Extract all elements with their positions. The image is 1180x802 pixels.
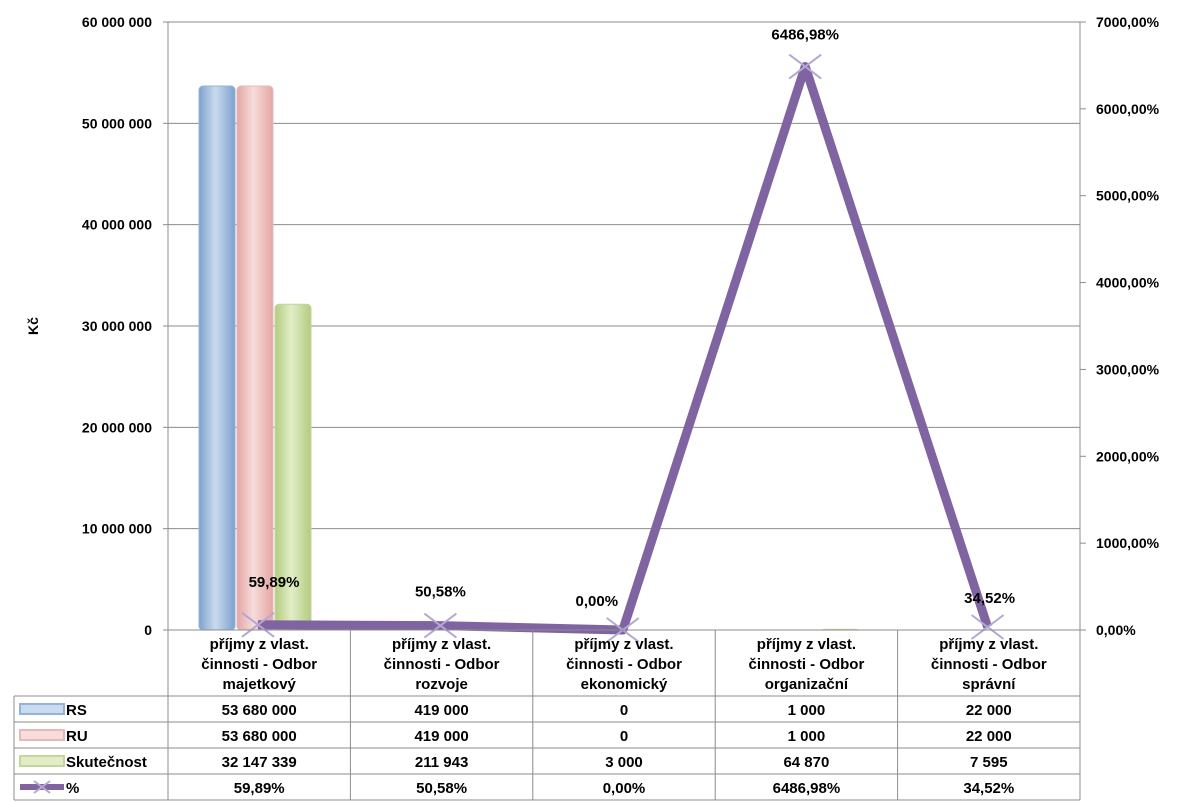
table-cell: 22 000 <box>966 728 1012 745</box>
y2-tick-label: 5000,00% <box>1096 188 1160 204</box>
table-cell: 211 943 <box>415 754 468 771</box>
percent-marker <box>241 611 275 638</box>
category-label: příjmy z vlast. <box>574 636 673 653</box>
percent-data-label: 59,89% <box>249 574 300 591</box>
category-label: činnosti - Odbor <box>931 656 1047 673</box>
table-cell: 0,00% <box>603 780 646 797</box>
percent-marker <box>423 612 457 639</box>
category-label: činnosti - Odbor <box>201 656 317 673</box>
legend-key-ru <box>19 729 65 741</box>
table-cell: 1 000 <box>788 702 826 719</box>
y-tick-label: 60 000 000 <box>82 14 152 30</box>
table-cell: 53 680 000 <box>222 702 297 719</box>
table-cell: 59,89% <box>234 780 285 797</box>
y-tick-label: 50 000 000 <box>82 115 152 131</box>
y2-tick-label: 6000,00% <box>1096 101 1160 117</box>
table-cell: 1 000 <box>788 728 826 745</box>
legend-key-rs <box>19 703 65 715</box>
percent-marker <box>788 53 822 80</box>
table-cell: 50,58% <box>416 780 467 797</box>
table-cell: 32 147 339 <box>222 754 297 771</box>
category-label: činnosti - Odbor <box>566 656 682 673</box>
percent-data-label: 50,58% <box>415 584 466 601</box>
y2-tick-label: 0,00% <box>1096 622 1136 638</box>
category-label: majetkový <box>223 676 297 693</box>
legend-label: Skutečnost <box>66 754 147 771</box>
y2-tick-label: 7000,00% <box>1096 14 1160 30</box>
percent-data-label: 34,52% <box>964 590 1015 607</box>
y-axis: 0 10 000 000 20 000 000 30 000 000 40 000 00… <box>82 14 169 638</box>
data-table: příjmy z vlast. činnosti - Odbor majetkový… <box>13 629 1081 801</box>
y-tick-label: 20 000 000 <box>82 419 152 435</box>
y-tick-label: 10 000 000 <box>82 521 152 537</box>
y-axis-title: Kč <box>25 317 41 335</box>
table-cell: 64 870 <box>783 754 829 771</box>
category-label: příjmy z vlast. <box>210 636 309 653</box>
bar-ru <box>236 85 274 631</box>
gridlines <box>168 21 1080 631</box>
table-cell: 419 000 <box>414 728 468 745</box>
percent-line-series: 59,89% 50,58% 0,00% 6486,98% 34,52% <box>241 27 1015 643</box>
y2-tick-label: 1000,00% <box>1096 535 1160 551</box>
table-cell: 22 000 <box>966 702 1012 719</box>
bar-rs <box>198 85 236 631</box>
category-label: organizační <box>765 676 849 693</box>
table-cell: 53 680 000 <box>222 728 297 745</box>
table-cell: 0 <box>620 728 628 745</box>
legend-key-percent <box>20 780 64 794</box>
y2-tick-label: 3000,00% <box>1096 361 1160 377</box>
y2-tick-label: 4000,00% <box>1096 275 1160 291</box>
table-cell: 7 595 <box>970 754 1008 771</box>
y-tick-label: 0 <box>144 622 152 638</box>
category-label: příjmy z vlast. <box>939 636 1038 653</box>
category-label: příjmy z vlast. <box>757 636 856 653</box>
percent-data-label: 0,00% <box>576 593 619 610</box>
y2-tick-label: 2000,00% <box>1096 448 1160 464</box>
table-cell: 0 <box>620 702 628 719</box>
category-label: příjmy z vlast. <box>392 636 491 653</box>
legend-label: % <box>66 780 79 797</box>
table-cell: 34,52% <box>963 780 1014 797</box>
percent-marker <box>970 614 1005 640</box>
category-label: správní <box>962 676 1016 693</box>
legend-label: RS <box>66 702 87 719</box>
category-label: ekonomický <box>581 676 668 693</box>
table-cell: 419 000 <box>414 702 468 719</box>
legend-label: RU <box>66 728 88 745</box>
category-label: činnosti - Odbor <box>384 656 500 673</box>
table-cell: 3 000 <box>605 754 643 771</box>
y-tick-label: 30 000 000 <box>82 318 152 334</box>
bar-series <box>198 85 859 631</box>
table-cell: 6486,98% <box>773 780 841 797</box>
percent-data-label: 6486,98% <box>771 27 839 44</box>
category-label: činnosti - Odbor <box>748 656 864 673</box>
category-label: rozvoje <box>415 676 468 693</box>
secondary-y-axis: 0,00% 1000,00% 2000,00% 3000,00% 4000,00% 500… <box>1079 14 1160 638</box>
percent-line <box>257 62 992 635</box>
legend-key-skutečnost <box>19 755 65 767</box>
y-tick-label: 40 000 000 <box>82 217 152 233</box>
